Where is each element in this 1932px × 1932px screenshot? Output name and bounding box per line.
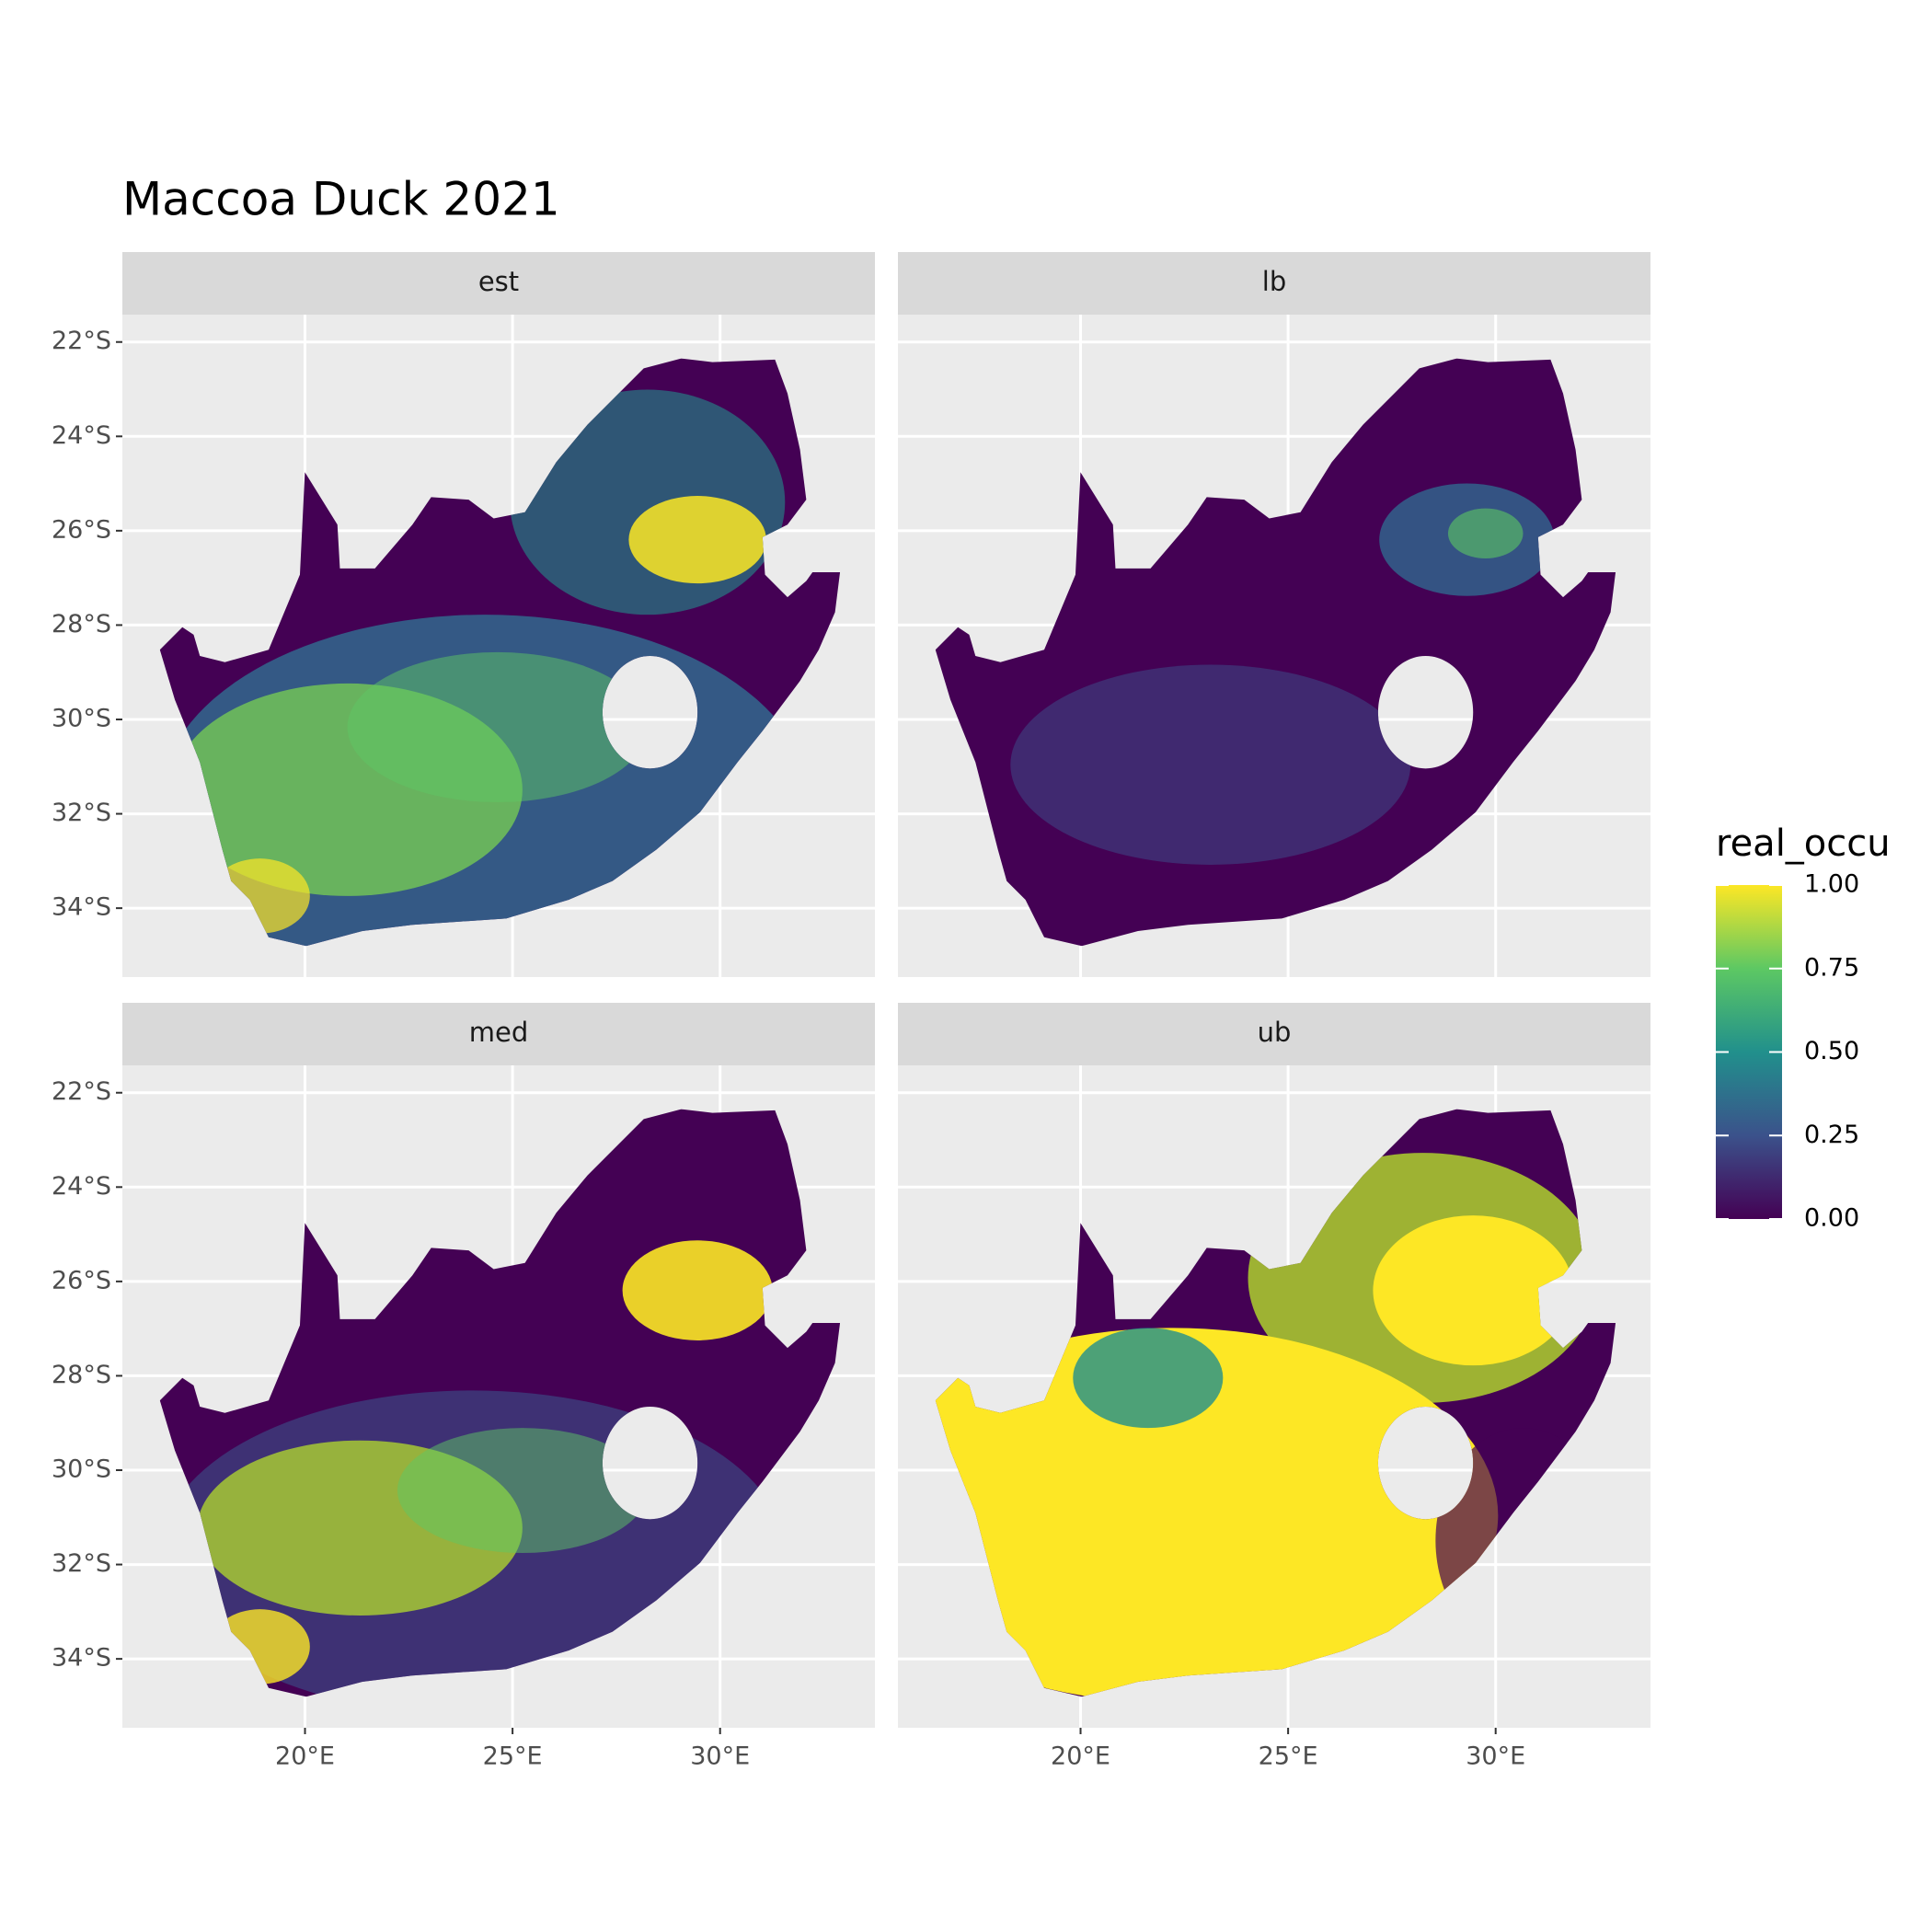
legend-label: 0.50: [1804, 1037, 1859, 1065]
y-tick-label: 22°S: [52, 327, 111, 355]
x-tick-label: 20°E: [1051, 1742, 1110, 1771]
strip-label: med: [469, 1017, 529, 1048]
y-tick-label: 34°S: [52, 1644, 111, 1673]
legend-label: 0.75: [1804, 953, 1859, 982]
x-tick-label: 25°E: [483, 1742, 543, 1771]
strip-label: lb: [1262, 266, 1286, 297]
y-tick-label: 22°S: [52, 1077, 111, 1106]
x-tick-label: 30°E: [690, 1742, 750, 1771]
legend-title: real_occu: [1716, 822, 1891, 865]
strip: [122, 1003, 875, 1065]
chart-title: Maccoa Duck 2021: [122, 173, 560, 226]
strip-label: ub: [1258, 1017, 1292, 1048]
strip: [898, 252, 1650, 315]
strip: [898, 1003, 1650, 1065]
legend-label: 0.00: [1804, 1204, 1859, 1233]
strip: [122, 252, 875, 315]
y-tick-label: 28°S: [52, 610, 111, 638]
y-tick-label: 30°S: [52, 705, 111, 733]
x-tick-label: 25°E: [1259, 1742, 1318, 1771]
strip-label: est: [478, 266, 519, 297]
y-tick-label: 24°S: [52, 421, 111, 450]
y-tick-label: 34°S: [52, 893, 111, 922]
legend-label: 1.00: [1804, 870, 1859, 899]
legend-label: 0.25: [1804, 1121, 1859, 1149]
x-tick-label: 20°E: [275, 1742, 335, 1771]
y-tick-label: 30°S: [52, 1455, 111, 1484]
y-tick-label: 26°S: [52, 515, 111, 544]
x-tick-label: 30°E: [1466, 1742, 1525, 1771]
legend: real_occu 0.00 0.25 0.50 0.75 1.00: [1716, 822, 1891, 1233]
y-tick-label: 28°S: [52, 1361, 111, 1389]
y-tick-label: 32°S: [52, 1549, 111, 1578]
y-tick-label: 32°S: [52, 799, 111, 827]
y-tick-label: 26°S: [52, 1266, 111, 1294]
y-tick-label: 24°S: [52, 1172, 111, 1201]
